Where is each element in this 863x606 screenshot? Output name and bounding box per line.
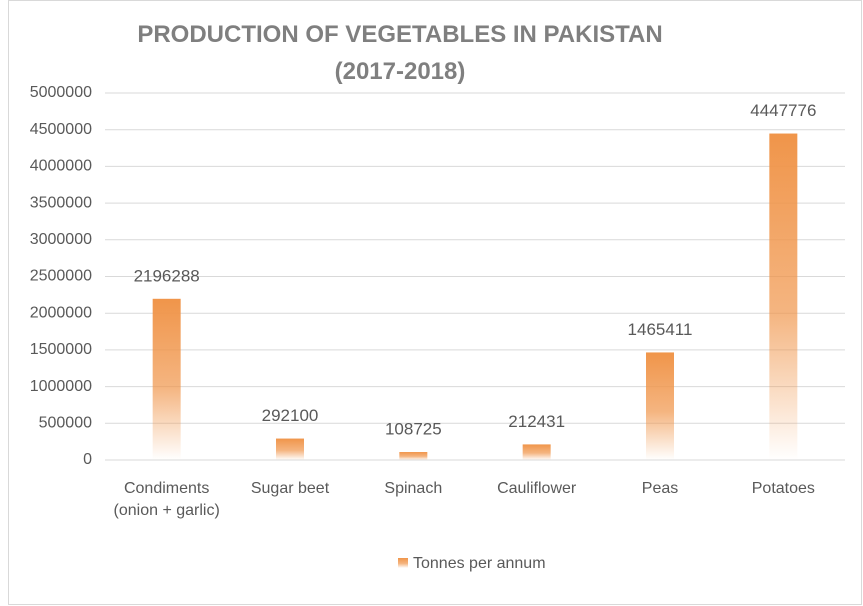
chart-title: PRODUCTION OF VEGETABLES IN PAKISTAN (20… <box>137 21 663 85</box>
y-tick-label: 500000 <box>39 415 92 432</box>
data-label: 212431 <box>508 412 565 431</box>
x-tick-label: Spinach <box>384 480 443 497</box>
y-tick-label: 3500000 <box>30 194 92 211</box>
x-tick-label: Peas <box>641 480 679 497</box>
y-tick-label: 2500000 <box>30 268 92 285</box>
x-tick-label: Potatoes <box>751 480 815 497</box>
legend-swatch <box>398 558 408 568</box>
y-tick-label: 1000000 <box>30 378 92 395</box>
bar <box>769 133 798 460</box>
bar <box>522 444 551 460</box>
y-tick-label: 1500000 <box>30 341 92 358</box>
data-label: 2196288 <box>134 266 200 285</box>
data-label: 292100 <box>262 406 319 425</box>
x-tick-label: Cauliflower <box>497 480 577 497</box>
legend-label: Tonnes per annum <box>413 555 546 572</box>
data-label: 4447776 <box>750 101 816 120</box>
x-tick-label: Sugar beet <box>250 480 330 497</box>
data-label: 1465411 <box>628 320 693 339</box>
bar <box>646 352 674 460</box>
y-tick-label: 0 <box>83 451 92 468</box>
bar <box>152 298 181 460</box>
y-tick-label: 3000000 <box>30 231 92 248</box>
chart-border <box>8 0 862 605</box>
y-tick-label: 4000000 <box>30 158 92 175</box>
y-tick-label: 4500000 <box>30 121 92 138</box>
x-tick-label: Condiments (onion + garlic) <box>113 480 220 519</box>
bar <box>276 438 304 460</box>
bar <box>399 452 428 460</box>
y-tick-label: 5000000 <box>30 84 92 101</box>
data-label: 108725 <box>385 420 442 439</box>
y-tick-label: 2000000 <box>30 304 92 321</box>
